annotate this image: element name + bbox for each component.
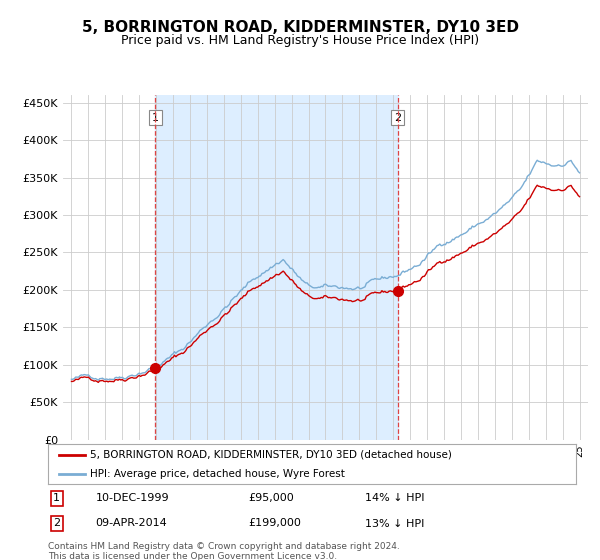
Text: 1: 1: [53, 493, 60, 503]
Text: 14% ↓ HPI: 14% ↓ HPI: [365, 493, 424, 503]
Text: £95,000: £95,000: [248, 493, 295, 503]
Text: 13% ↓ HPI: 13% ↓ HPI: [365, 519, 424, 529]
Bar: [155, 95, 398, 440]
Text: 5, BORRINGTON ROAD, KIDDERMINSTER, DY10 3ED (detached house): 5, BORRINGTON ROAD, KIDDERMINSTER, DY10 …: [90, 450, 452, 460]
Text: 2: 2: [53, 519, 61, 529]
Text: 2: 2: [394, 113, 401, 123]
Text: Price paid vs. HM Land Registry's House Price Index (HPI): Price paid vs. HM Land Registry's House …: [121, 34, 479, 46]
Text: 5, BORRINGTON ROAD, KIDDERMINSTER, DY10 3ED: 5, BORRINGTON ROAD, KIDDERMINSTER, DY10 …: [82, 20, 518, 35]
Text: 10-DEC-1999: 10-DEC-1999: [95, 493, 169, 503]
Text: Contains HM Land Registry data © Crown copyright and database right 2024.
This d: Contains HM Land Registry data © Crown c…: [48, 542, 400, 560]
Text: HPI: Average price, detached house, Wyre Forest: HPI: Average price, detached house, Wyre…: [90, 469, 345, 478]
Text: 09-APR-2014: 09-APR-2014: [95, 519, 167, 529]
Text: 1: 1: [152, 113, 159, 123]
Text: £199,000: £199,000: [248, 519, 302, 529]
